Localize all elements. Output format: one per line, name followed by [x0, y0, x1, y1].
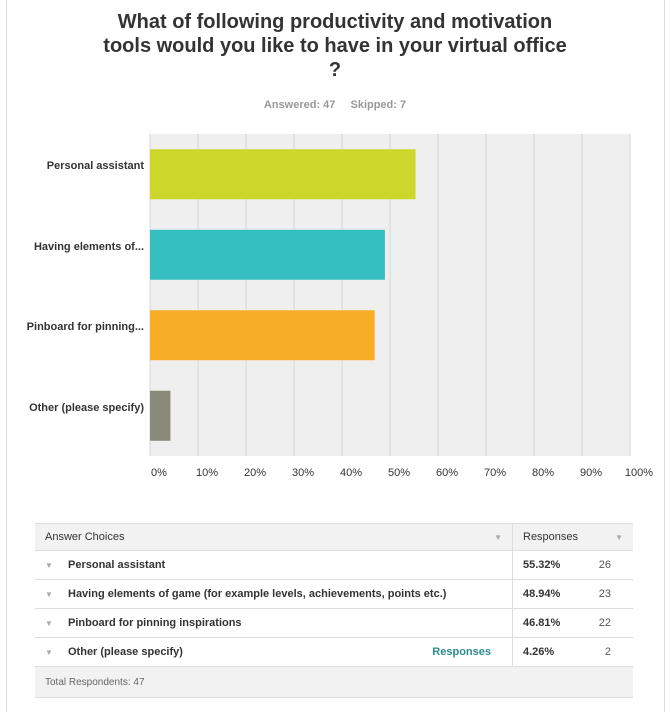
responses-header-label: Responses — [523, 531, 579, 543]
chart-title: What of following productivity and motiv… — [103, 11, 567, 81]
bar — [150, 310, 375, 361]
x-tick-labels: 0% 10% 20% 30% 40% 50% 60% 70% 80% 90% 100% — [151, 467, 653, 479]
x-tick-label: 40% — [340, 467, 362, 479]
table-row[interactable]: ▼ Having elements of game (for example le… — [35, 579, 633, 609]
category-label: Pinboard for pinning... — [26, 321, 144, 334]
response-percent: 4.26% — [512, 637, 576, 667]
x-tick-label: 80% — [532, 467, 554, 479]
response-percent: 55.32% — [512, 550, 576, 580]
answer-choices-label: Answer Choices — [45, 531, 125, 543]
answer-text: Personal assistant — [68, 559, 166, 571]
answer-label: Other (please specify) Responses — [60, 637, 513, 667]
survey-frame — [6, 0, 665, 712]
row-caret[interactable]: ▼ — [35, 637, 60, 667]
bars — [150, 149, 416, 441]
bar — [150, 390, 171, 441]
x-tick-label: 50% — [388, 467, 410, 479]
row-caret[interactable]: ▼ — [35, 550, 60, 580]
x-tick-label: 0% — [151, 467, 167, 479]
x-tick-label: 30% — [292, 467, 314, 479]
responses-link[interactable]: Responses — [432, 646, 491, 658]
response-count: 2 — [576, 637, 633, 667]
sort-caret-icon[interactable]: ▼ — [494, 533, 502, 542]
response-percent: 48.94% — [512, 579, 576, 609]
x-tick-label: 90% — [580, 467, 602, 479]
x-tick-label: 100% — [625, 467, 653, 479]
total-row: Total Respondents: 47 — [35, 666, 633, 698]
x-tick-label: 10% — [196, 467, 218, 479]
response-percent: 46.81% — [512, 608, 576, 638]
response-count: 23 — [576, 579, 633, 609]
skipped-count: Skipped: 7 — [350, 99, 407, 111]
answer-label: Having elements of game (for example lev… — [60, 579, 513, 609]
category-label: Personal assistant — [46, 160, 144, 173]
x-tick-label: 20% — [244, 467, 266, 479]
row-caret[interactable]: ▼ — [35, 579, 60, 609]
answer-label: Pinboard for pinning inspirations — [60, 608, 513, 638]
table-row[interactable]: ▼ Pinboard for pinning inspirations 46.81%… — [35, 608, 633, 638]
category-label: Having elements of... — [33, 240, 144, 253]
table-header-row: Answer Choices ▼ Responses ▼ — [35, 523, 633, 551]
answer-text: Pinboard for pinning inspirations — [68, 617, 242, 629]
response-count: 26 — [576, 550, 633, 580]
bar — [150, 149, 416, 200]
bar — [150, 229, 385, 280]
x-tick-label: 60% — [436, 467, 458, 479]
answer-table: Answer Choices ▼ Responses ▼ ▼ Personal a… — [35, 523, 633, 698]
category-label: Other (please specify) — [29, 401, 144, 414]
chevron-down-icon[interactable]: ▼ — [45, 648, 53, 657]
response-meta: Answered: 47 Skipped: 7 — [0, 99, 670, 111]
answer-text: Having elements of game (for example lev… — [68, 588, 447, 600]
x-tick-label: 70% — [484, 467, 506, 479]
answer-text: Other (please specify) — [68, 646, 183, 658]
answered-count: Answered: 47 — [263, 99, 336, 111]
responses-header[interactable]: Responses ▼ — [512, 523, 633, 551]
bar-chart: 0% 10% 20% 30% 40% 50% 60% 70% 80% 90% 100% — [149, 134, 653, 479]
chevron-down-icon[interactable]: ▼ — [45, 619, 53, 628]
chevron-down-icon[interactable]: ▼ — [45, 590, 53, 599]
answer-choices-header[interactable]: Answer Choices ▼ — [35, 523, 513, 551]
table-row[interactable]: ▼ Other (please specify) Responses 4.26% 2 — [35, 637, 633, 667]
total-respondents: Total Respondents: 47 — [35, 666, 633, 698]
chevron-down-icon[interactable]: ▼ — [45, 561, 53, 570]
row-caret[interactable]: ▼ — [35, 608, 60, 638]
sort-caret-icon[interactable]: ▼ — [615, 533, 623, 542]
answer-label: Personal assistant — [60, 550, 513, 580]
response-count: 22 — [576, 608, 633, 638]
table-row[interactable]: ▼ Personal assistant 55.32% 26 — [35, 550, 633, 580]
